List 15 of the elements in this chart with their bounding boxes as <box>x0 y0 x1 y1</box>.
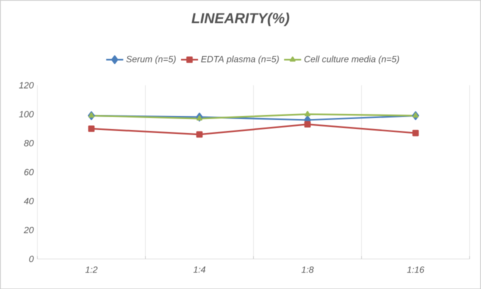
y-tick-label: 20 <box>24 226 34 234</box>
x-tick-label: 1:16 <box>407 266 424 273</box>
y-tick-label: 120 <box>19 82 34 88</box>
y-tick-label: 60 <box>24 168 34 176</box>
legend-label: Serum (n=5) <box>126 56 176 64</box>
x-tick-label: 1:8 <box>302 266 314 273</box>
legend-label: Cell culture media (n=5) <box>304 56 400 64</box>
y-tick-label: 80 <box>24 140 34 146</box>
y-tick-label: 0 <box>29 256 34 262</box>
y-tick-label: 40 <box>24 198 34 204</box>
x-tick-label: 1:2 <box>85 266 98 273</box>
legend-label: EDTA plasma (n=5) <box>201 56 279 64</box>
x-tick-label: 1:4 <box>193 266 206 273</box>
chart-title: LINEARITY(%) <box>192 12 290 26</box>
y-tick-label: 100 <box>19 110 34 118</box>
